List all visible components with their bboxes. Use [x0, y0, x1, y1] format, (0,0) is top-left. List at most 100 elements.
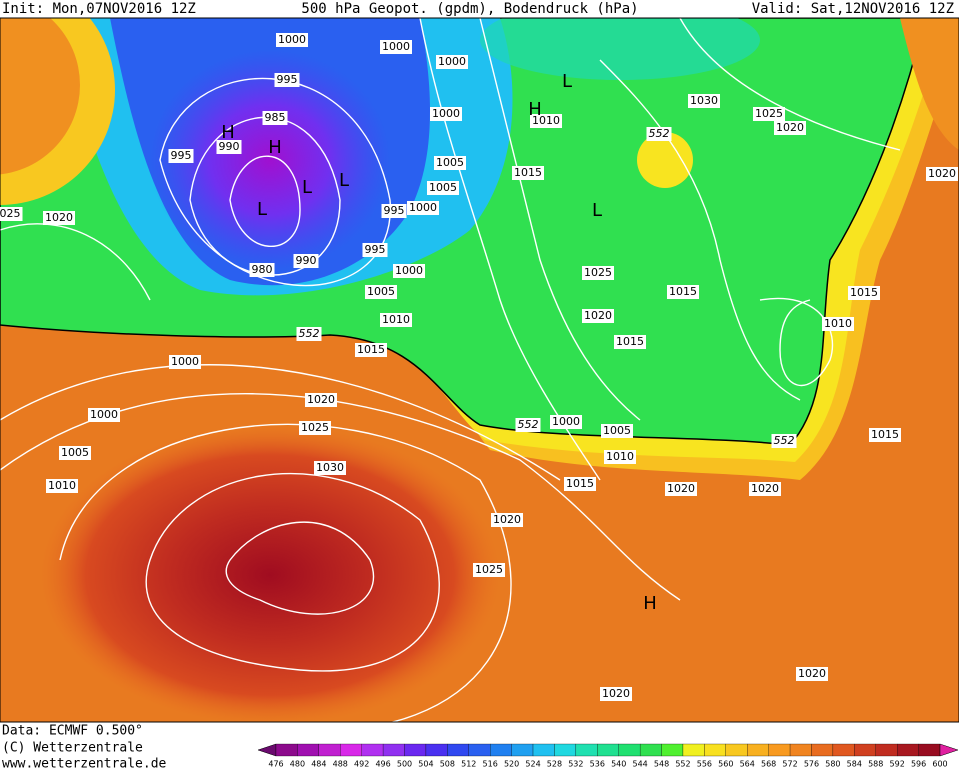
isobar-label: 1020 [774, 121, 806, 135]
isobar-label-text: 1025 [755, 107, 783, 120]
isobar-label-box [393, 264, 425, 278]
colorbar-label: 508 [440, 760, 455, 769]
colorbar-label: 564 [740, 760, 755, 769]
pressure-center: L [562, 71, 572, 92]
isobar-label-box [667, 285, 699, 299]
colorbar-cell [597, 743, 619, 757]
isobar-label-text: 1015 [850, 286, 878, 299]
isobar-label-text: 552 [649, 127, 670, 140]
isobar-label: 025 [0, 207, 23, 221]
isobar-label-box [365, 285, 397, 299]
colorbar-cell [447, 743, 469, 757]
isobar-label: 1000 [550, 415, 582, 429]
isobar-label-box [796, 667, 828, 681]
colorbar-cell [789, 743, 812, 757]
isobar-label-box [262, 111, 288, 125]
isobar-label-text: 1020 [928, 167, 956, 180]
colorbar-cell [725, 743, 748, 757]
isobar-label-box [59, 446, 91, 460]
isobar-label: 990 [293, 254, 319, 268]
isobar-label: 1005 [427, 181, 459, 195]
isobar-label-box [822, 317, 854, 331]
isobar-label-text: 1025 [301, 421, 329, 434]
pressure-center: H [528, 99, 542, 120]
colorbar-cell [532, 743, 555, 757]
isobar-label: 1010 [380, 313, 412, 327]
isobar-label: 1010 [530, 114, 562, 128]
isobar-label-text: 1005 [603, 424, 631, 437]
isobar-label: 1015 [564, 477, 596, 491]
isobar-label-text: 995 [277, 73, 298, 86]
pressure-center: H [268, 137, 282, 158]
isobar-label: 1000 [169, 355, 201, 369]
colorbar-cell [768, 743, 791, 757]
isobar-label: 1015 [512, 166, 544, 180]
isobar-label: 990 [216, 140, 242, 154]
colorbar-cell [875, 743, 898, 757]
isobar-label-text: 1015 [616, 335, 644, 348]
colorbar-cell [297, 743, 319, 757]
isobar-label-box [774, 121, 806, 135]
isobar-label: 1010 [604, 450, 636, 464]
colorbar-cell [811, 743, 834, 757]
isobar-label-box [88, 408, 120, 422]
isobar-label-text: 1020 [493, 513, 521, 526]
pressure-center: H [643, 593, 657, 614]
isobar-label-text: 1005 [367, 285, 395, 298]
isobar-label-box [550, 415, 582, 429]
isobar-label: 1030 [314, 461, 346, 475]
colorbar-label: 580 [825, 760, 840, 769]
colorbar-label: 480 [290, 760, 305, 769]
isobar-label-text: 1000 [90, 408, 118, 421]
isobar-label: 552 [515, 418, 541, 432]
isobar-label: 1010 [46, 479, 78, 493]
isobar-label-box [582, 266, 614, 280]
colorbar-cell [661, 743, 684, 757]
isobar-label-text: 1010 [606, 450, 634, 463]
isobar-label-box [305, 393, 337, 407]
isobar-label-box [430, 107, 462, 121]
colorbar-label: 512 [461, 760, 476, 769]
isobar-label-text: 1000 [432, 107, 460, 120]
isobar-label-box [848, 286, 880, 300]
isobar-label-text: 995 [171, 149, 192, 162]
isobar-label-text: 1010 [532, 114, 560, 127]
isobar-label-box [582, 309, 614, 323]
colorbar-label: 552 [675, 760, 690, 769]
colorbar-cell [854, 743, 876, 757]
isobar-label-box [530, 114, 562, 128]
isobar-label-box [299, 421, 331, 435]
colorbar-arrow-high [939, 743, 959, 757]
isobar-label-box [564, 477, 596, 491]
isobar-label: 1025 [582, 266, 614, 280]
colorbar-cell [918, 743, 941, 757]
colorbar-label: 584 [847, 760, 862, 769]
map-title: 500 hPa Geopot. (gpdm), Bodendruck (hPa) [301, 1, 638, 17]
isobar-label: 980 [249, 263, 275, 277]
isobar-label: 552 [296, 327, 322, 341]
isobar-label: 1025 [753, 107, 785, 121]
isobar-label: 1020 [582, 309, 614, 323]
isobar-label-text: 552 [299, 327, 320, 340]
isobar-label: 1005 [59, 446, 91, 460]
colorbar-label: 488 [333, 760, 348, 769]
isobar-label: 1000 [430, 107, 462, 121]
colorbar-cell [832, 743, 855, 757]
isobar-label-box [168, 149, 194, 163]
colorbar-label: 520 [504, 760, 519, 769]
isobar-label-box [249, 263, 275, 277]
colorbar-label: 588 [868, 760, 883, 769]
colorbar-cell [511, 743, 534, 757]
colorbar-cell [468, 743, 491, 757]
colorbar-label: 524 [525, 760, 540, 769]
isobar-label-text: 1020 [776, 121, 804, 134]
isobar-label-box [355, 343, 387, 357]
isobar-label-text: 025 [0, 207, 21, 220]
copyright: (C) Wetterzentrale [2, 741, 143, 756]
colorbar-label: 572 [782, 760, 797, 769]
isobar-label-text: 1020 [307, 393, 335, 406]
isobar-label-box [491, 513, 523, 527]
isobar-label-text: 1020 [798, 667, 826, 680]
isobar-label-box [381, 204, 407, 218]
colorbar-label: 576 [804, 760, 819, 769]
